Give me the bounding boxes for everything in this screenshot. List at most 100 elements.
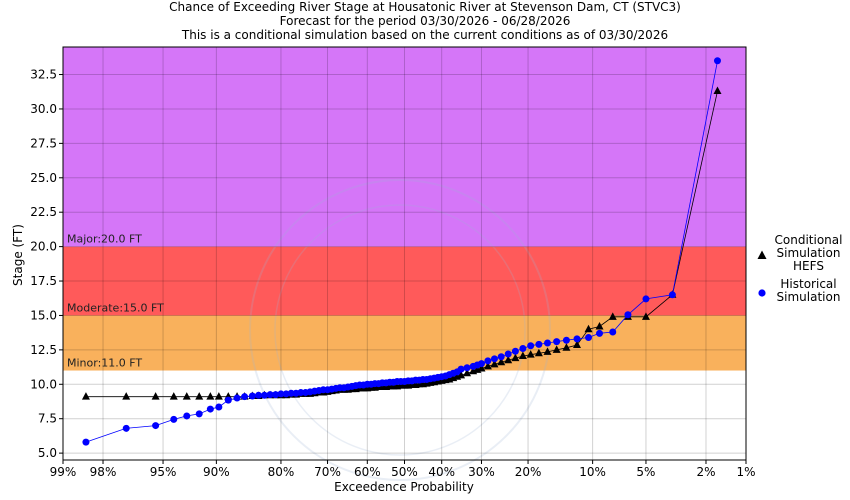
y-tick-label: 27.5 [30,136,57,150]
x-tick-label: 60% [354,465,381,479]
y-tick-label: 12.5 [30,343,57,357]
historical-point [527,342,535,350]
conditional-point [81,392,90,400]
triangle-marker-icon [757,250,767,259]
conditional-point [457,370,466,379]
historical-point [553,338,561,346]
historical-point [562,336,570,344]
historical-point [266,391,274,399]
historical-point [183,412,191,420]
y-tick-label: 10.0 [30,377,57,391]
historical-point [504,350,512,358]
historical-point [277,390,285,398]
x-tick-label: 70% [314,465,341,479]
x-tick-label: 95% [150,465,177,479]
historical-point [152,422,160,430]
historical-point [206,405,214,413]
historical-point [543,339,551,347]
conditional-point [713,86,722,95]
flood-band-moderate [63,246,746,316]
x-tick-label: 99% [50,465,77,479]
flood-label-minor: Minor:11.0 FT [67,357,142,370]
flood-category-bands [63,47,746,371]
conditional-point [477,363,486,372]
historical-point [195,410,203,418]
historical-point [477,360,485,368]
historical-point [463,364,471,372]
noaa-watermark [249,179,551,481]
x-tick-label: 20% [515,465,542,479]
conditional-point [562,343,571,351]
legend-label-historical-1: Historical [780,277,837,291]
x-tick-label: 10% [579,465,606,479]
legend-label-historical-2: Simulation [776,290,841,304]
conditional-point [463,368,472,377]
historical-point [511,347,519,355]
historical-point [260,391,268,399]
conditional-point [595,321,604,330]
historical-point [573,335,581,343]
historical-point [497,353,505,361]
legend-item-historical-simulation: Historical Simulation [755,278,850,304]
grid-lines [63,47,746,460]
conditional-point [572,340,581,349]
flood-band-minor [63,315,746,371]
chart-subtitle-forecast: Forecast for the period 03/30/2026 - 06/… [279,14,571,28]
historical-point [596,329,604,337]
historical-point [287,389,295,397]
historical-point [624,311,632,319]
y-tick-label: 5.0 [38,446,57,460]
chart-legend: Conditional Simulation HEFS Historical S… [755,234,850,304]
y-tick-label: 17.5 [30,274,57,288]
y-tick-label: 22.5 [30,205,57,219]
conditional-point [122,392,131,400]
conditional-point [214,392,223,400]
legend-label-conditional-3: HEFS [793,259,824,273]
historical-point [609,328,617,336]
conditional-point [490,359,499,368]
x-axis-ticks: 99% 98% 95% 90% 80% 70% 60% 50% 40% 30% 20% 10% 5% 2%… [50,460,756,479]
x-tick-label: 50% [391,465,418,479]
historical-point [519,344,527,352]
historical-point [484,357,492,365]
x-tick-label: 5% [636,465,655,479]
conditional-point [151,392,160,400]
y-tick-label: 20.0 [30,240,57,254]
historical-point [170,415,178,423]
legend-label-conditional-2: Simulation [776,246,841,260]
historical-point [215,403,223,411]
conditional-point [195,392,204,400]
historical-point [248,392,256,400]
y-axis-label: Stage (FT) [11,224,25,286]
y-tick-label: 30.0 [30,102,57,116]
conditional-point [206,392,215,400]
conditional-point [518,351,527,360]
y-axis-ticks: 5.0 7.5 10.0 12.5 15.0 17.5 20.0 22.5 25.0 27.5 30… [30,68,63,460]
historical-point [490,355,498,363]
x-tick-label: 2% [696,465,715,479]
flood-label-major: Major:20.0 FT [67,233,142,246]
chart-titles: Chance of Exceeding River Stage at Housa… [0,0,850,42]
series-historical-simulation [82,57,721,446]
historical-point [457,365,465,373]
y-tick-label: 25.0 [30,171,57,185]
historical-point [642,295,650,303]
historical-point [713,57,721,65]
historical-point [233,394,241,402]
x-tick-label: 90% [203,465,230,479]
historical-point [241,393,249,401]
historical-point [224,396,232,404]
conditional-point [511,353,520,362]
y-tick-label: 32.5 [30,68,57,82]
conditional-point [169,392,178,400]
circle-marker-icon [758,289,766,297]
conditional-point [552,345,561,353]
x-tick-label: 80% [268,465,295,479]
historical-point [272,391,280,399]
series-layer [81,57,722,446]
conditional-point [483,361,492,370]
conditional-point [608,312,617,320]
conditional-point [497,357,506,366]
flood-category-labels: Minor:11.0 FT Moderate:15.0 FT Major:20.0 … [67,233,164,370]
